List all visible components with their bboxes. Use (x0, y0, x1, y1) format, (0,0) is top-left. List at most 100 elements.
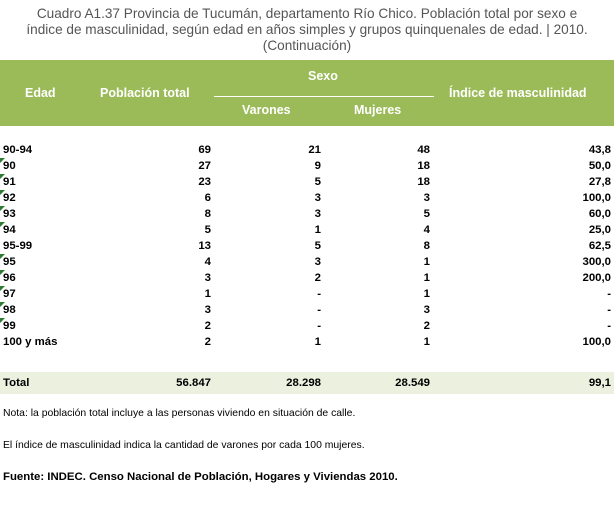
cell-marker-icon (0, 206, 5, 211)
table-row: 97 1 - 1 - (0, 286, 614, 302)
source-citation: Fuente: INDEC. Censo Nacional de Poblaci… (3, 471, 398, 483)
cell-varones: 2 (314, 272, 321, 284)
cell-poblacion: 69 (198, 144, 211, 156)
cell-poblacion: 27 (198, 160, 211, 172)
cell-edad: 95-99 (3, 240, 33, 252)
note-masculinity: El índice de masculinidad indica la cant… (3, 440, 365, 451)
cell-edad: 91 (3, 176, 16, 188)
table-body: 90-94 69 21 48 43,8 90 27 9 18 50,0 91 23 5 18 27,8 92 6… (0, 142, 614, 350)
cell-indice: - (607, 304, 611, 316)
header-edad: Edad (25, 86, 56, 100)
cell-mujeres: 1 (423, 336, 430, 348)
cell-edad: 98 (3, 304, 16, 316)
table-row: 99 2 - 2 - (0, 318, 614, 334)
cell-edad: 90 (3, 160, 16, 172)
cell-indice: 100,0 (582, 192, 611, 204)
cell-indice: 60,0 (588, 208, 611, 220)
cell-marker-icon (0, 254, 5, 259)
cell-marker-icon (0, 286, 5, 291)
cell-indice: 200,0 (582, 272, 611, 284)
table-row: 98 3 - 3 - (0, 302, 614, 318)
total-varones: 28.298 (286, 377, 321, 389)
cell-edad: 93 (3, 208, 16, 220)
cell-mujeres: 3 (423, 192, 430, 204)
header-sexo: Sexo (308, 69, 338, 83)
table-row: 100 y más 2 1 1 100,0 (0, 334, 614, 350)
cell-mujeres: 2 (423, 320, 430, 332)
total-indice: 99,1 (588, 377, 611, 389)
cell-poblacion: 5 (204, 224, 211, 236)
title-line-3: (Continuación) (262, 38, 352, 53)
sexo-divider (214, 96, 434, 97)
cell-varones: 3 (314, 256, 321, 268)
cell-poblacion: 4 (204, 256, 211, 268)
cell-indice: 25,0 (588, 224, 611, 236)
cell-varones: 3 (314, 208, 321, 220)
cell-mujeres: 4 (423, 224, 430, 236)
cell-mujeres: 8 (423, 240, 430, 252)
table-row: 95-99 13 5 8 62,5 (0, 238, 614, 254)
total-label: Total (3, 377, 30, 389)
cell-varones: - (317, 304, 321, 316)
cell-edad: 95 (3, 256, 16, 268)
table-row: 93 8 3 5 60,0 (0, 206, 614, 222)
cell-varones: 9 (314, 160, 321, 172)
cell-poblacion: 6 (204, 192, 211, 204)
cell-edad: 92 (3, 192, 16, 204)
cell-varones: 5 (314, 176, 321, 188)
cell-varones: 1 (314, 224, 321, 236)
cell-varones: 3 (314, 192, 321, 204)
header-indice: Índice de masculinidad (449, 86, 587, 100)
table-row: 90 27 9 18 50,0 (0, 158, 614, 174)
table-row: 92 6 3 3 100,0 (0, 190, 614, 206)
table-header: Edad Población total Sexo Varones Mujere… (0, 60, 614, 126)
cell-edad: 94 (3, 224, 16, 236)
cell-poblacion: 8 (204, 208, 211, 220)
cell-poblacion: 3 (204, 272, 211, 284)
total-poblacion: 56.847 (176, 377, 211, 389)
title-line-1: Cuadro A1.37 Provincia de Tucumán, depar… (36, 6, 578, 21)
cell-mujeres: 18 (417, 160, 430, 172)
note-population: Nota: la población total incluye a las p… (3, 408, 356, 419)
cell-mujeres: 48 (417, 144, 430, 156)
cell-mujeres: 1 (423, 256, 430, 268)
cell-marker-icon (0, 270, 5, 275)
cell-poblacion: 2 (204, 320, 211, 332)
header-varones: Varones (242, 103, 291, 117)
cell-poblacion: 13 (198, 240, 211, 252)
cell-marker-icon (0, 318, 5, 323)
header-poblacion-total: Población total (100, 86, 190, 100)
cell-varones: - (317, 288, 321, 300)
cell-mujeres: 3 (423, 304, 430, 316)
cell-marker-icon (0, 190, 5, 195)
cell-edad: 97 (3, 288, 16, 300)
cell-indice: 27,8 (588, 176, 611, 188)
cell-edad: 90-94 (3, 144, 33, 156)
cell-varones: 1 (314, 336, 321, 348)
cell-varones: - (317, 320, 321, 332)
cell-poblacion: 1 (204, 288, 211, 300)
cell-indice: 43,8 (588, 144, 611, 156)
total-row: Total 56.847 28.298 28.549 99,1 (0, 372, 614, 394)
cell-marker-icon (0, 302, 5, 307)
table-row: 96 3 2 1 200,0 (0, 270, 614, 286)
cell-mujeres: 18 (417, 176, 430, 188)
cell-mujeres: 5 (423, 208, 430, 220)
cell-indice: - (607, 320, 611, 332)
cell-indice: 300,0 (582, 256, 611, 268)
cell-mujeres: 1 (423, 288, 430, 300)
total-mujeres: 28.549 (395, 377, 430, 389)
table-row: 91 23 5 18 27,8 (0, 174, 614, 190)
cell-varones: 5 (314, 240, 321, 252)
cell-poblacion: 23 (198, 176, 211, 188)
cell-edad: 96 (3, 272, 16, 284)
cell-poblacion: 2 (204, 336, 211, 348)
cell-poblacion: 3 (204, 304, 211, 316)
cell-mujeres: 1 (423, 272, 430, 284)
cell-marker-icon (0, 222, 5, 227)
cell-indice: 50,0 (588, 160, 611, 172)
table-row: 90-94 69 21 48 43,8 (0, 142, 614, 158)
cell-edad: 100 y más (3, 336, 58, 348)
cell-edad: 99 (3, 320, 16, 332)
cell-indice: - (607, 288, 611, 300)
